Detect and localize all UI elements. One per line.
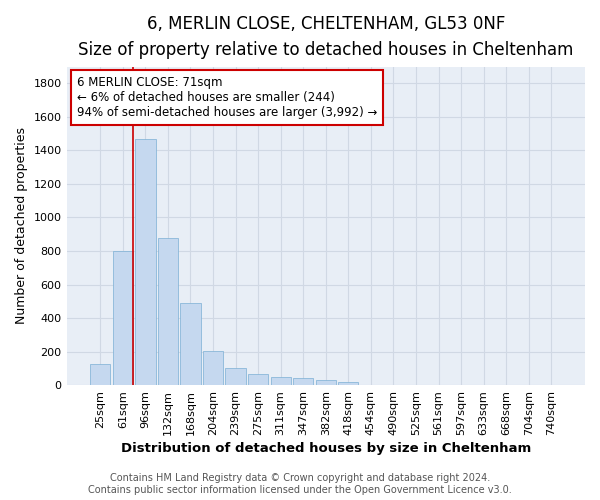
Bar [293, 378, 313, 385]
Bar [338, 382, 358, 385]
Bar [135, 138, 155, 385]
Bar [158, 238, 178, 385]
Text: 6 MERLIN CLOSE: 71sqm
← 6% of detached houses are smaller (244)
94% of semi-deta: 6 MERLIN CLOSE: 71sqm ← 6% of detached h… [77, 76, 377, 119]
Y-axis label: Number of detached properties: Number of detached properties [15, 128, 28, 324]
Bar [90, 364, 110, 385]
Bar [181, 303, 200, 385]
Bar [248, 374, 268, 385]
Bar [316, 380, 336, 385]
Title: 6, MERLIN CLOSE, CHELTENHAM, GL53 0NF
Size of property relative to detached hous: 6, MERLIN CLOSE, CHELTENHAM, GL53 0NF Si… [78, 15, 574, 60]
Bar [271, 377, 291, 385]
Bar [203, 351, 223, 385]
X-axis label: Distribution of detached houses by size in Cheltenham: Distribution of detached houses by size … [121, 442, 531, 455]
Bar [113, 251, 133, 385]
Text: Contains HM Land Registry data © Crown copyright and database right 2024.
Contai: Contains HM Land Registry data © Crown c… [88, 474, 512, 495]
Bar [226, 368, 246, 385]
